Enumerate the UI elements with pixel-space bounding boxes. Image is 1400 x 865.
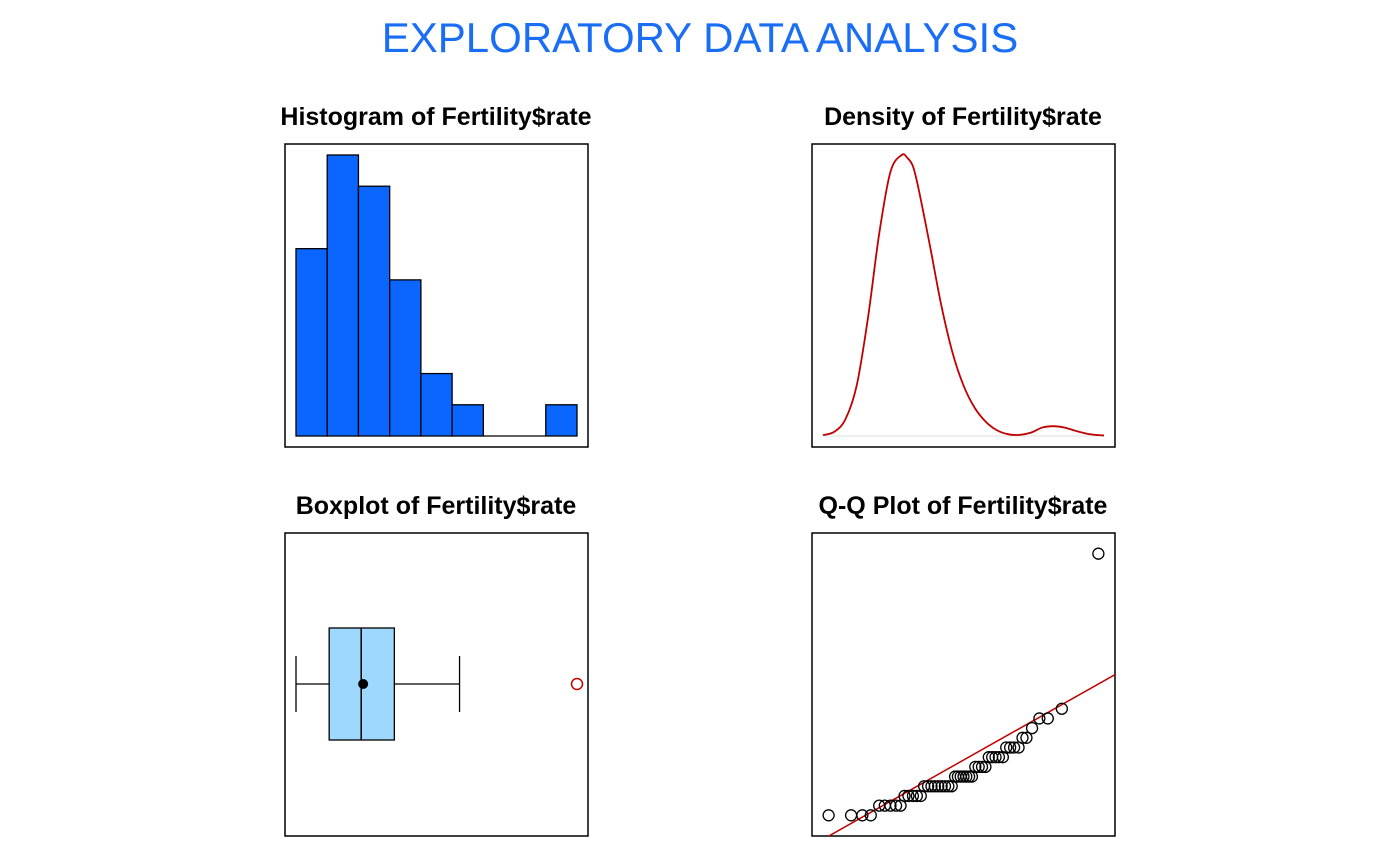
boxplot-marks [295,627,584,741]
qq-point [1000,741,1013,754]
boxplot-frame [284,532,589,837]
histogram-bar [295,248,328,437]
density-title: Density of Fertility$rate [824,103,1102,131]
box-mean-point [358,679,369,689]
qq-point [921,780,935,793]
qq-point [962,770,976,783]
boxplot-title: Boxplot of Fertility$rate [296,492,577,520]
qq-point [884,799,897,812]
qq-point [992,751,1006,764]
histogram-bar [545,404,578,437]
qq-panel: Q-Q Plot of Fertility$rate [811,492,1116,837]
histogram-title: Histogram of Fertility$rate [280,103,591,131]
qq-point [902,789,915,803]
qq-point [1020,731,1033,744]
qq-point [1025,721,1039,735]
density-curve [822,153,1105,437]
qq-title: Q-Q Plot of Fertility$rate [819,492,1108,520]
qq-point [982,751,995,764]
qq-reference-line [827,673,1115,836]
qq-marks [822,547,1115,836]
qq-point [1007,741,1021,754]
qq-point [975,760,989,774]
page-title: EXPLORATORY DATA ANALYSIS [382,14,1018,61]
histogram-bar [389,279,422,437]
histogram-bar [451,404,484,437]
qq-point [989,751,1002,764]
histogram-panel: Histogram of Fertility$rate [280,103,592,448]
histogram-bar [420,372,453,437]
qq-point [856,809,869,822]
qq-point [898,789,911,803]
qq-point [938,780,952,793]
qq-point [942,780,955,793]
qq-point [1003,741,1017,754]
qq-frame [811,532,1116,837]
qq-point [1055,702,1068,715]
qq-point [935,780,948,793]
qq-point [844,809,858,822]
histogram-bar [357,185,391,437]
qq-point [972,760,985,774]
qq-point [969,760,982,774]
histogram-frame [284,143,589,448]
qq-point [906,789,920,803]
qq-point [960,770,973,783]
boxplot-panel: Boxplot of Fertility$rate [284,492,589,837]
density-frame [811,143,1116,448]
qq-point [928,780,941,793]
qq-point [889,799,903,812]
histogram-bar [326,154,360,437]
box-outlier [570,677,584,691]
histogram-bars [295,154,578,437]
qq-point [1041,712,1054,725]
qq-point [932,780,945,793]
qq-point [957,770,970,783]
qq-point [910,789,924,803]
qq-point [925,780,938,793]
qq-point [1033,712,1046,725]
qq-point [1092,547,1105,560]
density-panel: Density of Fertility$rate [811,103,1116,448]
qq-point [1016,731,1029,744]
qq-point [864,809,877,822]
qq-point [822,809,835,822]
